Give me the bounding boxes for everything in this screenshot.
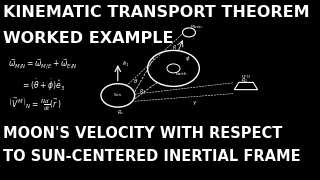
Text: $\left(\vec{V}^{\,M}\right)_N = \,^{N}\!\frac{d}{dt}\left(\vec{r}^{\,}\right)$: $\left(\vec{V}^{\,M}\right)_N = \,^{N}\!… xyxy=(8,95,61,113)
Text: TO SUN-CENTERED INERTIAL FRAME: TO SUN-CENTERED INERTIAL FRAME xyxy=(3,149,300,164)
Text: $R_s$: $R_s$ xyxy=(117,108,124,117)
Text: Moon: Moon xyxy=(191,25,203,29)
Text: $\hat{e}_1$: $\hat{e}_1$ xyxy=(122,59,129,69)
Text: $\vec{\omega}_{M/N} = \vec{\omega}_{M/E} + \vec{\omega}_{E/N}$: $\vec{\omega}_{M/N} = \vec{\omega}_{M/E}… xyxy=(8,58,78,71)
Text: KINEMATIC TRANSPORT THEOREM: KINEMATIC TRANSPORT THEOREM xyxy=(3,5,309,20)
Text: $\phi$: $\phi$ xyxy=(185,54,190,63)
Text: $= (\dot{\theta} + \dot{\phi})\hat{e}_3$: $= (\dot{\theta} + \dot{\phi})\hat{e}_3$ xyxy=(21,77,65,93)
Text: Earth: Earth xyxy=(175,72,187,76)
Text: $R_2$: $R_2$ xyxy=(241,76,248,85)
Text: $R_1$: $R_1$ xyxy=(140,87,147,96)
Text: WORKED EXAMPLE: WORKED EXAMPLE xyxy=(3,31,173,46)
Text: $\gamma$: $\gamma$ xyxy=(192,98,197,107)
Text: UFO: UFO xyxy=(242,75,251,79)
Text: $\theta$: $\theta$ xyxy=(133,77,139,85)
Text: Sun: Sun xyxy=(114,93,122,97)
Text: $R$: $R$ xyxy=(172,43,177,51)
Text: MOON'S VELOCITY WITH RESPECT: MOON'S VELOCITY WITH RESPECT xyxy=(3,126,282,141)
